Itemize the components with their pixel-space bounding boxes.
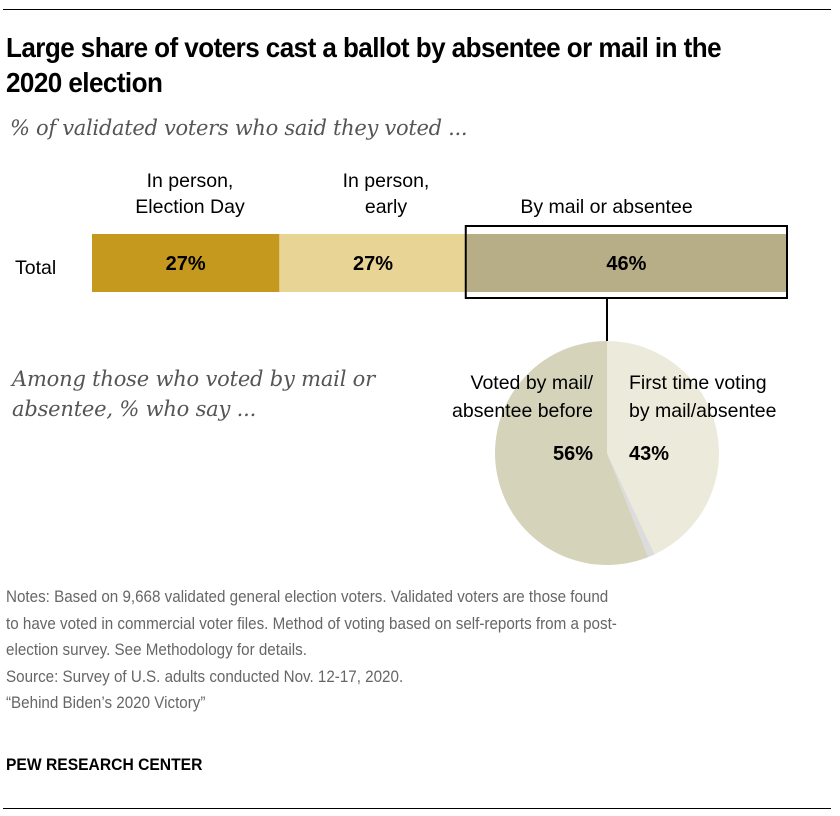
notes-line: Notes: Based on 9,668 validated general … <box>6 588 609 606</box>
legend-label-line2: early <box>364 196 408 218</box>
legend-label-in-person-election-day: In person, Election Day <box>92 168 288 220</box>
source-line: Source: Survey of U.S. adults conducted … <box>6 667 404 686</box>
legend-label-by-mail: By mail or absentee <box>484 168 729 220</box>
notes-line: to have voted in commercial voter files.… <box>6 614 617 633</box>
pie-label-line1: First time voting <box>629 372 767 394</box>
bottom-rule <box>3 808 831 809</box>
pie-label-first-time: First time voting by mail/absentee <box>629 369 839 425</box>
stacked-bar: 27% 27% 46% <box>92 234 786 292</box>
pie-intro-text: Among those who voted by mail or absente… <box>12 364 392 424</box>
pie-value-first-time: 43% <box>629 443 670 465</box>
bar-value-label: 27% <box>166 253 206 275</box>
legend-label-line1: In person, <box>146 170 234 192</box>
bar-segment-1 <box>92 234 280 292</box>
chart-subtitle: % of validated voters who said they vote… <box>10 116 468 140</box>
bar-highlight-box <box>464 225 788 299</box>
notes: Notes: Based on 9,668 validated general … <box>6 584 770 717</box>
pie-slice-2 <box>607 453 655 558</box>
pie-chart <box>495 341 719 565</box>
report-title: “Behind Biden’s 2020 Victory” <box>6 694 206 712</box>
legend-label-in-person-early: In person, early <box>288 168 484 220</box>
notes-line: election survey. See Methodology for det… <box>6 641 307 659</box>
pie-intro-label: Among those who voted by mail or absente… <box>12 367 375 421</box>
chart-title: Large share of voters cast a ballot by a… <box>6 32 722 98</box>
legend-label-line1: In person, <box>342 170 430 192</box>
pie-slice-3 <box>495 341 649 565</box>
bar-segment-2 <box>279 234 467 292</box>
bar-value-label: 46% <box>606 253 646 275</box>
bar-value-label: 27% <box>353 253 393 275</box>
pie-value-voted-before: 56% <box>552 443 593 465</box>
brand-logo-text: PEW RESEARCH CENTER <box>6 755 203 774</box>
pie-label-line1: Voted by mail/ <box>470 372 593 394</box>
pie-label-line2: by mail/absentee <box>629 400 777 422</box>
legend-label-line2: By mail or absentee <box>520 196 693 218</box>
top-rule <box>3 9 831 10</box>
legend-label-line2: Election Day <box>135 196 245 218</box>
pie-slice-1 <box>607 341 719 555</box>
row-label-total: Total <box>15 257 57 279</box>
pie-label-voted-before: Voted by mail/ absentee before <box>400 369 593 425</box>
bar-segment-3 <box>466 234 786 292</box>
pie-label-line2: absentee before <box>452 400 593 422</box>
